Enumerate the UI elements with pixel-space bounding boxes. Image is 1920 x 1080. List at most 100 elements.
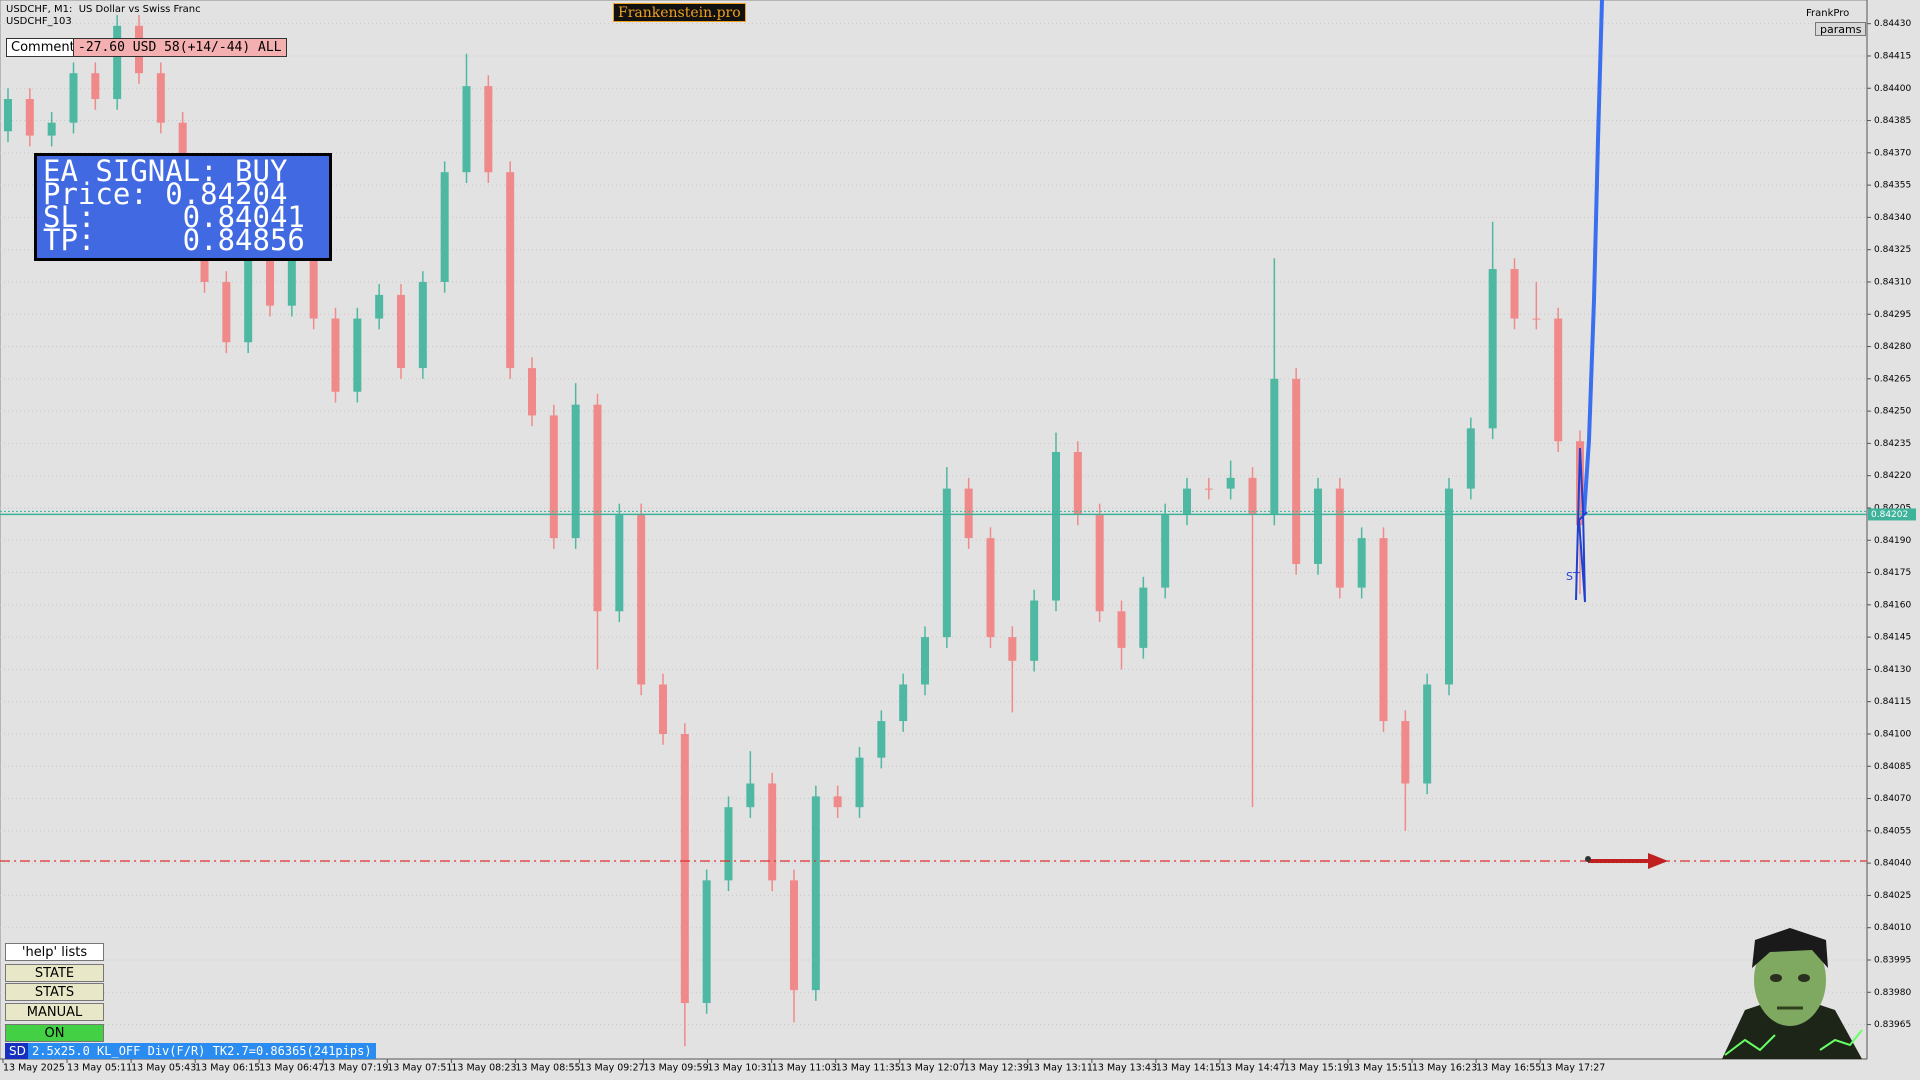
x-tick-label: 13 May 16:55: [1476, 1063, 1541, 1074]
x-tick-label: 13 May 16:23: [1412, 1063, 1477, 1074]
y-tick-label: 0.84385: [1874, 116, 1911, 126]
candle-body: [69, 73, 78, 123]
candle-body: [1466, 428, 1475, 489]
help-button[interactable]: 'help' lists cmds: [5, 943, 104, 978]
candle-body: [1532, 318, 1541, 320]
candle-body: [702, 880, 711, 1004]
candle-body: [397, 294, 405, 369]
bid-label: 0.84202: [1871, 510, 1908, 520]
candle-body: [156, 73, 165, 123]
x-tick-label: 13 May 06:15: [195, 1063, 260, 1074]
y-tick-label: 0.83965: [1874, 1020, 1911, 1030]
signal-line: Price: 0.84204: [43, 177, 288, 211]
y-tick-label: 0.84055: [1874, 826, 1911, 836]
candle-body: [1488, 269, 1497, 429]
y-tick-label: 0.84190: [1874, 536, 1911, 546]
candle-body: [353, 318, 362, 392]
x-tick-label: 13 May 10:31: [708, 1063, 773, 1074]
candle-body: [375, 294, 384, 319]
candle-body: [1423, 684, 1432, 784]
candle-body: [113, 25, 122, 100]
candle-body: [921, 637, 929, 685]
status-text: 2.5x25.0 KL_OFF Div(F/R) TK2.7=0.86365(2…: [28, 1043, 376, 1059]
candle-body: [768, 783, 777, 881]
candle-body: [833, 796, 842, 808]
y-tick-label: 0.84400: [1874, 84, 1911, 94]
candle-body: [1379, 538, 1388, 722]
stats-button[interactable]: STATS: [5, 983, 104, 1001]
candle-body: [659, 684, 667, 734]
y-tick-label: 0.84040: [1874, 859, 1911, 869]
y-tick-label: 0.84340: [1874, 213, 1911, 223]
portrait: [1722, 928, 1863, 1059]
signal-panel: EA SIGNAL: BUY Price: 0.84204 SL: 0.8404…: [34, 153, 332, 261]
candle-body: [855, 757, 864, 808]
candle-body: [986, 538, 995, 638]
candle-body: [1335, 488, 1344, 588]
y-tick-label: 0.84010: [1874, 923, 1911, 933]
marker-label: ST: [1566, 570, 1580, 583]
y-tick-label: 0.84025: [1874, 891, 1911, 901]
candle-body: [1139, 587, 1148, 648]
candle-body: [680, 733, 689, 1004]
x-tick-label: 13 May 13:11: [1028, 1063, 1093, 1074]
candle-body: [178, 122, 187, 183]
candle-body: [1008, 637, 1017, 661]
candle-body: [1292, 378, 1301, 564]
candle-body: [418, 281, 427, 369]
x-tick-label: 13 May 07:51: [387, 1063, 452, 1074]
manual-button[interactable]: MANUAL: [5, 1003, 104, 1021]
y-tick-label: 0.84070: [1874, 794, 1911, 804]
candle-body: [1248, 477, 1257, 515]
y-tick-label: 0.84235: [1874, 439, 1911, 449]
y-tick-label: 0.83995: [1874, 955, 1911, 965]
y-tick-label: 0.84310: [1874, 277, 1911, 287]
candle-body: [1052, 452, 1060, 601]
x-tick-label: 13 May 14:15: [1156, 1063, 1221, 1074]
candle-body: [1204, 488, 1213, 490]
candle-body: [1073, 452, 1082, 515]
x-tick-label: 13 May 08:55: [515, 1063, 580, 1074]
symbol-title: USDCHF, M1: US Dollar vs Swiss Franc: [6, 4, 201, 15]
x-tick-label: 13 May 05:11: [67, 1063, 132, 1074]
candle-body: [309, 245, 318, 319]
candle-body: [1183, 488, 1191, 515]
candle-body: [331, 318, 340, 392]
state-button[interactable]: STATE: [5, 964, 104, 982]
y-tick-label: 0.84145: [1874, 633, 1911, 643]
y-tick-label: 0.84175: [1874, 568, 1911, 578]
candle-body: [4, 99, 12, 132]
brand-badge: Frankenstein.pro: [613, 3, 746, 22]
y-tick-label: 0.84130: [1874, 665, 1911, 675]
comment-label: Comment: [6, 38, 80, 57]
status-tag: SD: [5, 1043, 30, 1059]
candle-body: [91, 73, 100, 100]
candle-body: [462, 86, 471, 173]
params-button[interactable]: params: [1815, 22, 1867, 36]
signal-line: SL: 0.84041: [43, 200, 305, 234]
x-tick-label: 13 May 15:19: [1284, 1063, 1349, 1074]
candle-body: [1117, 611, 1126, 648]
candle-body: [1030, 600, 1039, 661]
x-tick-label: 13 May 12:39: [964, 1063, 1029, 1074]
candle-body: [964, 488, 973, 539]
y-tick-label: 0.84415: [1874, 51, 1911, 61]
y-tick-label: 0.84430: [1874, 19, 1911, 29]
x-tick-label: 13 May 14:47: [1220, 1063, 1285, 1074]
stop-loss-arrow-head: [1648, 852, 1668, 869]
x-tick-label: 13 May 11:03: [772, 1063, 837, 1074]
y-tick-label: 0.84265: [1874, 374, 1911, 384]
candle-body: [484, 86, 493, 173]
on-button[interactable]: ON: [5, 1024, 104, 1042]
candle-body: [593, 404, 602, 612]
candle-body: [25, 99, 34, 136]
candle-body: [528, 368, 536, 416]
y-tick-label: 0.84280: [1874, 342, 1911, 352]
x-tick-label: 13 May 17:27: [1540, 1063, 1605, 1074]
candle-body: [266, 258, 274, 306]
candle-body: [1445, 488, 1453, 685]
x-tick-label: 13 May 2025: [3, 1063, 65, 1074]
y-tick-label: 0.84085: [1874, 762, 1911, 772]
candle-body: [790, 880, 798, 991]
